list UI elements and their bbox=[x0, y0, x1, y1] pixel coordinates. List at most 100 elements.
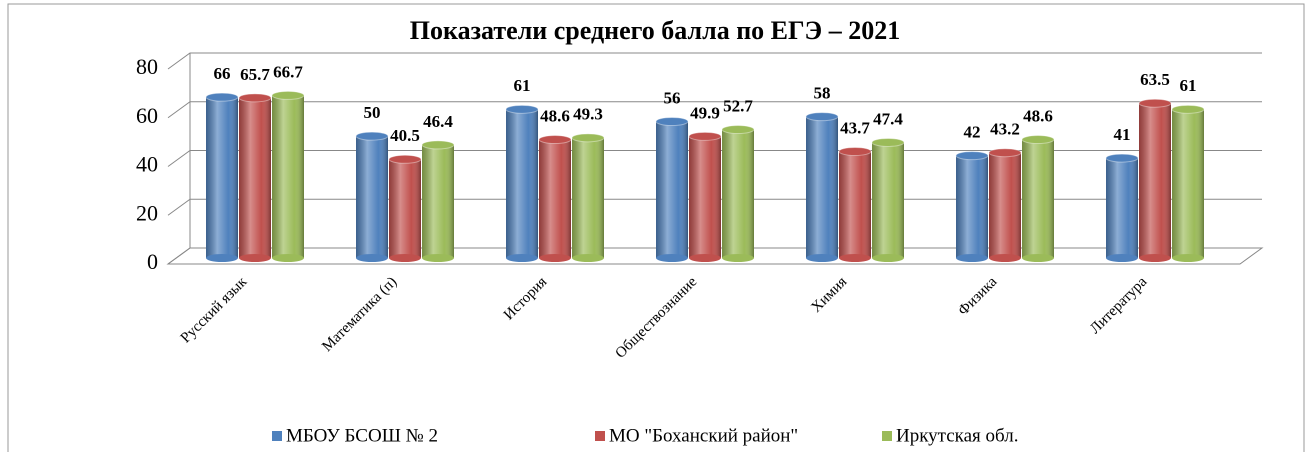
bar-top bbox=[505, 104, 539, 114]
legend-label: МБОУ БСОШ № 2 bbox=[286, 425, 438, 446]
value-label: 61 bbox=[514, 76, 531, 95]
x-tick-label: Обществознание bbox=[613, 274, 701, 362]
value-label: 42 bbox=[964, 123, 981, 142]
value-label: 43.7 bbox=[840, 118, 870, 137]
bar-top bbox=[538, 135, 572, 145]
y-tick-label: 80 bbox=[136, 54, 158, 79]
bar-top bbox=[1171, 104, 1205, 114]
y-tick-label: 20 bbox=[136, 200, 158, 225]
value-label: 65.7 bbox=[240, 65, 270, 84]
value-label: 52.7 bbox=[723, 96, 753, 115]
bar-base bbox=[656, 254, 688, 262]
y-tick-label: 40 bbox=[136, 152, 158, 177]
x-tick-label: История bbox=[501, 274, 550, 323]
bar-top bbox=[838, 146, 872, 156]
bar-top bbox=[238, 93, 272, 103]
bar-top bbox=[1105, 153, 1139, 163]
value-label: 49.9 bbox=[690, 103, 720, 122]
bar-shade bbox=[1172, 109, 1204, 258]
chart-border bbox=[7, 3, 1305, 452]
bar-top bbox=[271, 90, 305, 100]
bar-shade bbox=[689, 136, 721, 258]
bar-base bbox=[689, 254, 721, 262]
bar-shade bbox=[572, 137, 604, 258]
bar-top bbox=[421, 140, 455, 150]
bar-top bbox=[655, 117, 689, 126]
value-label: 56 bbox=[664, 88, 681, 107]
bar-shade bbox=[389, 159, 421, 258]
x-tick-label: Литература bbox=[1087, 274, 1150, 337]
bar-top bbox=[721, 125, 755, 135]
legend-label: МО "Боханский район" bbox=[609, 425, 798, 446]
bar-shade bbox=[989, 152, 1021, 258]
bar-base bbox=[872, 254, 904, 262]
value-label: 41 bbox=[1114, 125, 1131, 144]
bar-shade bbox=[272, 95, 304, 258]
bar-base bbox=[239, 254, 271, 262]
legend-label: Иркутская обл. bbox=[896, 425, 1018, 446]
bar-top bbox=[688, 131, 722, 141]
bar-base bbox=[839, 254, 871, 262]
bar-top bbox=[955, 151, 989, 161]
bar-shade bbox=[539, 139, 571, 258]
grid-line bbox=[167, 101, 1262, 119]
x-tick-label: Физика bbox=[955, 274, 1000, 319]
bar-base bbox=[1106, 254, 1138, 262]
bar-shade bbox=[1106, 158, 1138, 258]
value-label: 48.6 bbox=[1023, 106, 1053, 125]
bar-top bbox=[388, 154, 422, 164]
x-tick-label: Математика (п) bbox=[319, 274, 400, 355]
value-label: 46.4 bbox=[423, 112, 453, 131]
bar-base bbox=[806, 254, 838, 262]
legend-swatch bbox=[595, 431, 605, 441]
bar-base bbox=[272, 254, 304, 262]
bar-top bbox=[1138, 98, 1172, 108]
value-label: 50 bbox=[364, 103, 381, 122]
bar-shade bbox=[206, 97, 238, 258]
legend-swatch bbox=[882, 431, 892, 441]
value-label: 43.2 bbox=[990, 120, 1020, 139]
bar-shade bbox=[839, 151, 871, 258]
bar-shade bbox=[872, 142, 904, 258]
bar-base bbox=[1172, 254, 1204, 262]
bar-base bbox=[422, 254, 454, 262]
bar-top bbox=[1021, 135, 1055, 145]
bar-shade bbox=[656, 121, 688, 258]
bar-top bbox=[355, 131, 389, 141]
value-label: 66 bbox=[214, 64, 231, 83]
value-label: 47.4 bbox=[873, 109, 903, 128]
legend-swatch bbox=[272, 431, 282, 441]
value-label: 66.7 bbox=[273, 62, 303, 81]
value-label: 48.6 bbox=[540, 106, 570, 125]
bar-shade bbox=[506, 109, 538, 258]
value-label: 40.5 bbox=[390, 126, 420, 145]
bar-base bbox=[539, 254, 571, 262]
bar-top bbox=[988, 148, 1022, 158]
bar-shade bbox=[422, 144, 454, 258]
bar-base bbox=[956, 254, 988, 262]
bar-base bbox=[989, 254, 1021, 262]
chart-title: Показатели среднего балла по ЕГЭ – 2021 bbox=[410, 16, 900, 45]
bar-top bbox=[205, 92, 239, 102]
bar-shade bbox=[356, 136, 388, 258]
bar-shade bbox=[956, 155, 988, 258]
bar-top bbox=[805, 112, 839, 122]
value-label: 61 bbox=[1180, 76, 1197, 95]
grid-line bbox=[167, 247, 1262, 265]
bar-base bbox=[1139, 254, 1171, 262]
bar-base bbox=[206, 254, 238, 262]
bar-base bbox=[1022, 254, 1054, 262]
bar-top bbox=[871, 137, 905, 147]
y-tick-label: 0 bbox=[147, 249, 158, 274]
value-label: 63.5 bbox=[1140, 70, 1170, 89]
bar-shade bbox=[239, 97, 271, 258]
bar-shade bbox=[1022, 139, 1054, 258]
grid-line bbox=[167, 198, 1262, 216]
bar-top bbox=[571, 133, 605, 143]
grid-line bbox=[167, 52, 1262, 70]
x-tick-label: Русский язык bbox=[178, 273, 251, 346]
bar-shade bbox=[1139, 103, 1171, 258]
bar-base bbox=[389, 254, 421, 262]
bar-shade bbox=[806, 116, 838, 258]
